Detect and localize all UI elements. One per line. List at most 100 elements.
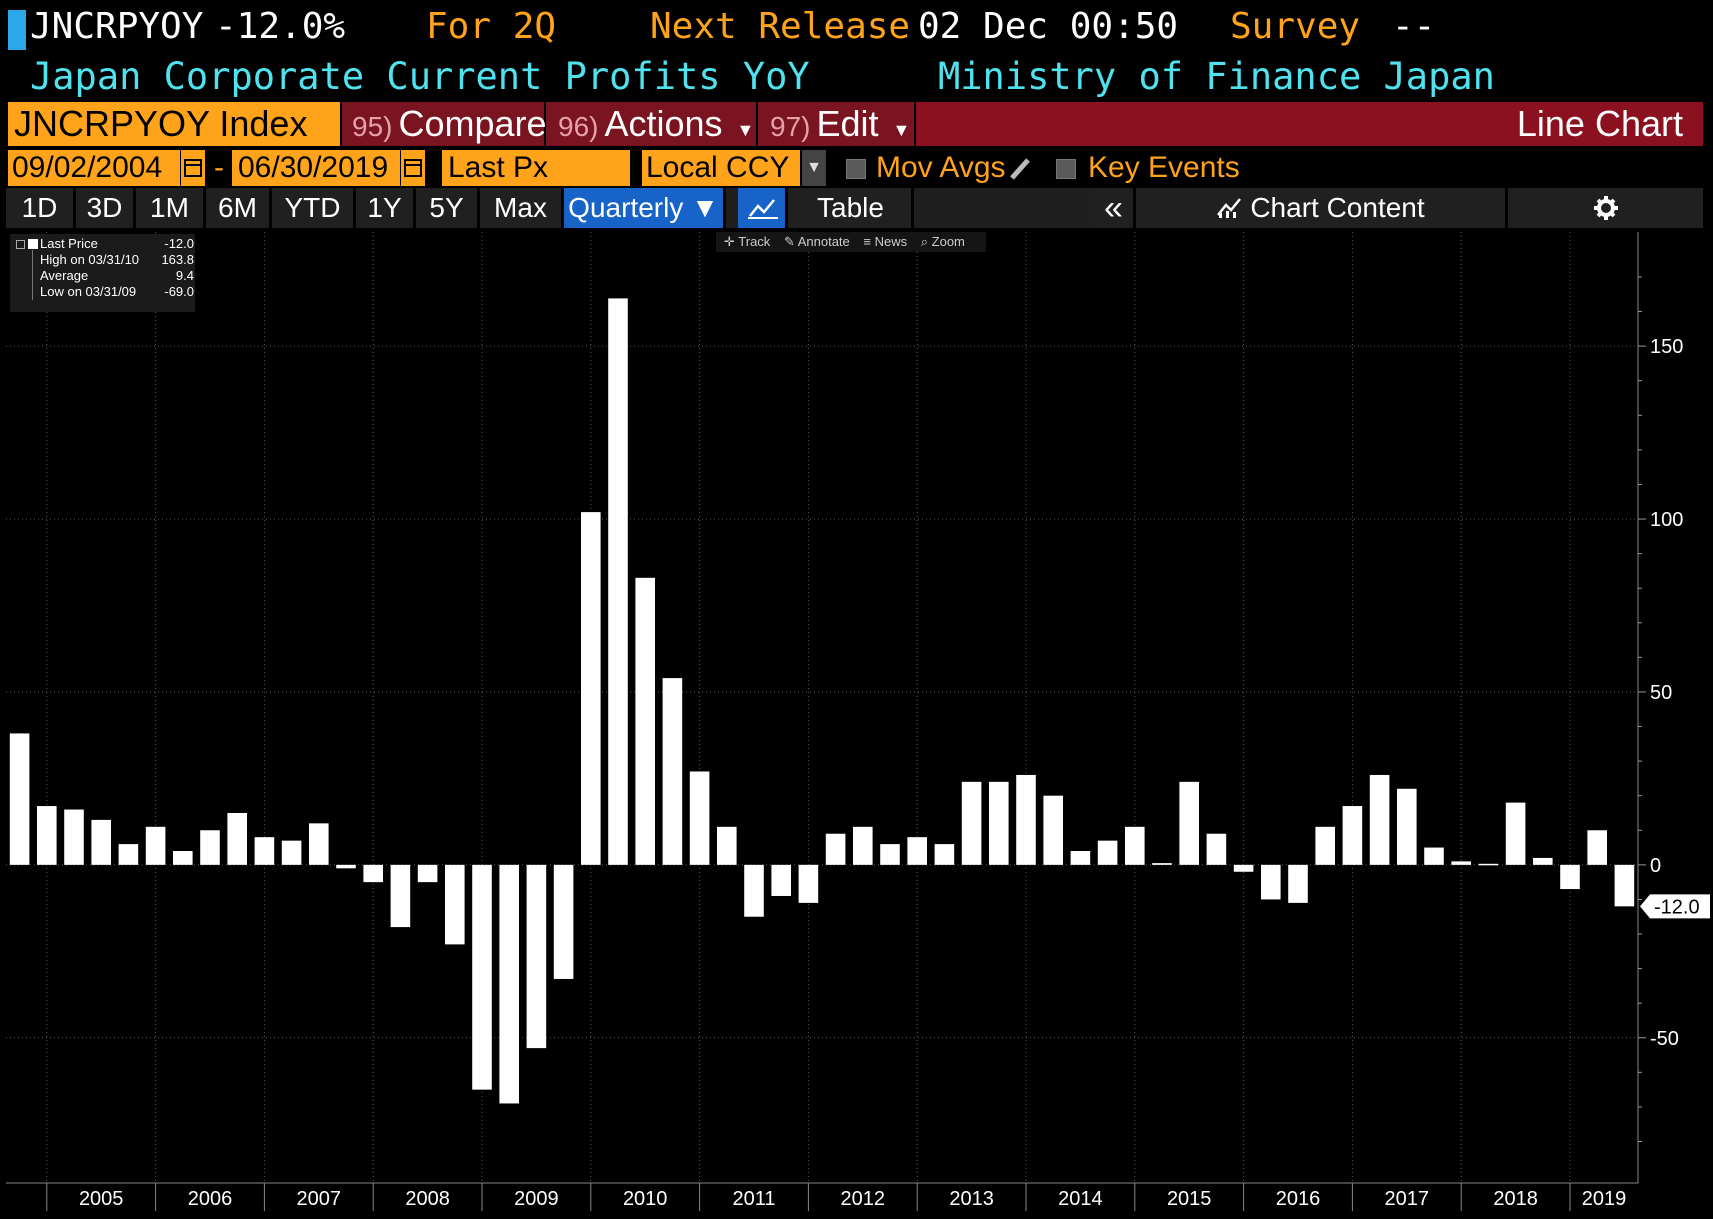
range-max[interactable]: Max	[480, 188, 564, 228]
field-select[interactable]: Last Px	[442, 150, 630, 186]
bar[interactable]	[1043, 795, 1063, 865]
currency-select[interactable]: Local CCY	[642, 150, 800, 186]
bar[interactable]	[717, 826, 737, 865]
bar[interactable]	[1451, 861, 1471, 865]
bar[interactable]	[1424, 847, 1444, 865]
collapse-icon[interactable]: «	[1094, 188, 1136, 228]
bar[interactable]	[145, 826, 166, 865]
bar[interactable]	[37, 806, 57, 865]
bar[interactable]	[689, 771, 710, 865]
bar[interactable]	[1560, 864, 1580, 890]
bar[interactable]	[9, 733, 30, 865]
bar[interactable]	[798, 864, 819, 903]
bar[interactable]	[662, 678, 683, 865]
bar[interactable]	[390, 864, 411, 928]
bar[interactable]	[64, 809, 84, 865]
chart-type-button[interactable]: Line Chart	[916, 102, 1703, 146]
bar[interactable]	[526, 864, 547, 1049]
bar[interactable]	[1206, 833, 1227, 865]
zoom-tool[interactable]: ⌕ Zoom	[920, 234, 965, 249]
bar[interactable]	[1533, 857, 1553, 865]
bar[interactable]	[336, 864, 356, 869]
bar[interactable]	[1614, 864, 1635, 907]
bar[interactable]	[1315, 826, 1335, 865]
gear-icon[interactable]	[1508, 188, 1706, 228]
bar[interactable]	[309, 823, 329, 865]
chart-content-button[interactable]: Chart Content	[1136, 188, 1508, 228]
annotate-tool[interactable]: ✎ Annotate	[783, 234, 850, 249]
bar[interactable]	[1288, 864, 1308, 903]
actions-menu[interactable]: 96) Actions ▼	[546, 102, 756, 146]
bar[interactable]	[200, 830, 220, 865]
bar[interactable]	[989, 781, 1009, 865]
bar[interactable]	[254, 837, 275, 865]
edit-menu[interactable]: 97) Edit ▼	[758, 102, 914, 146]
pencil-icon[interactable]	[1008, 150, 1032, 186]
bar[interactable]	[1587, 830, 1607, 865]
chevron-down-icon: ▼	[892, 120, 911, 140]
bar[interactable]	[1261, 864, 1281, 900]
bar[interactable]	[635, 577, 655, 865]
line-chart-icon[interactable]	[738, 188, 788, 228]
bar[interactable]	[771, 864, 791, 896]
news-tool[interactable]: ≡ News	[863, 234, 908, 249]
range-5y[interactable]: 5Y	[416, 188, 480, 228]
legend-last-price[interactable]: Last Price -12.0	[40, 236, 200, 252]
x-tick-label: 2009	[514, 1188, 559, 1210]
start-date-input[interactable]: 09/02/2004	[8, 150, 180, 186]
mov-avgs-checkbox[interactable]	[846, 159, 866, 179]
bar[interactable]	[1342, 806, 1363, 865]
bar[interactable]	[227, 812, 247, 865]
bar[interactable]	[281, 840, 302, 865]
table-button[interactable]: Table	[790, 188, 914, 228]
bar[interactable]	[744, 864, 764, 917]
bar[interactable]	[961, 781, 982, 865]
bar[interactable]	[118, 844, 139, 865]
bar[interactable]	[1179, 781, 1199, 865]
calendar-icon[interactable]	[181, 150, 205, 186]
bar[interactable]	[853, 826, 873, 865]
bar[interactable]	[363, 864, 383, 883]
bar[interactable]	[581, 512, 601, 865]
compare-button[interactable]: 95) Compare	[342, 102, 547, 146]
track-tool[interactable]: ✛ Track	[724, 234, 771, 249]
bar[interactable]	[553, 864, 574, 979]
bar[interactable]	[173, 851, 193, 865]
bar[interactable]	[1233, 864, 1254, 872]
bar[interactable]	[445, 864, 465, 945]
bar[interactable]	[880, 844, 900, 865]
bar[interactable]	[934, 844, 955, 865]
bar[interactable]	[1125, 826, 1145, 865]
legend-high: High on 03/31/10 163.8	[40, 252, 200, 268]
bar[interactable]	[907, 837, 927, 865]
calendar-icon[interactable]	[401, 150, 425, 186]
range-3d[interactable]: 3D	[76, 188, 136, 228]
range-1m[interactable]: 1M	[136, 188, 206, 228]
bar[interactable]	[1397, 788, 1417, 865]
bar[interactable]	[91, 819, 111, 865]
key-events-checkbox[interactable]	[1056, 159, 1076, 179]
end-date-input[interactable]: 06/30/2019	[232, 150, 400, 186]
bar[interactable]	[1369, 774, 1390, 865]
bar[interactable]	[1152, 863, 1172, 865]
bar[interactable]	[499, 864, 519, 1104]
bar[interactable]	[417, 864, 438, 883]
security-input[interactable]: JNCRPYOY Index	[8, 102, 340, 146]
range-1y[interactable]: 1Y	[356, 188, 416, 228]
chevron-down-icon[interactable]: ▼	[802, 150, 826, 186]
frequency-select[interactable]: Quarterly ▼	[564, 188, 726, 228]
bar[interactable]	[1097, 840, 1118, 865]
bar[interactable]	[1505, 802, 1526, 865]
range-1d[interactable]: 1D	[6, 188, 76, 228]
x-tick-label: 2006	[188, 1188, 233, 1210]
bar[interactable]	[1070, 851, 1091, 865]
bar[interactable]	[1478, 863, 1499, 866]
bar[interactable]	[608, 298, 628, 865]
range-6m[interactable]: 6M	[206, 188, 272, 228]
bar[interactable]	[472, 864, 492, 1090]
range-ytd[interactable]: YTD	[272, 188, 356, 228]
legend-collapse-icon[interactable]	[16, 240, 25, 249]
bar[interactable]	[825, 833, 846, 865]
bar[interactable]	[1016, 774, 1036, 865]
